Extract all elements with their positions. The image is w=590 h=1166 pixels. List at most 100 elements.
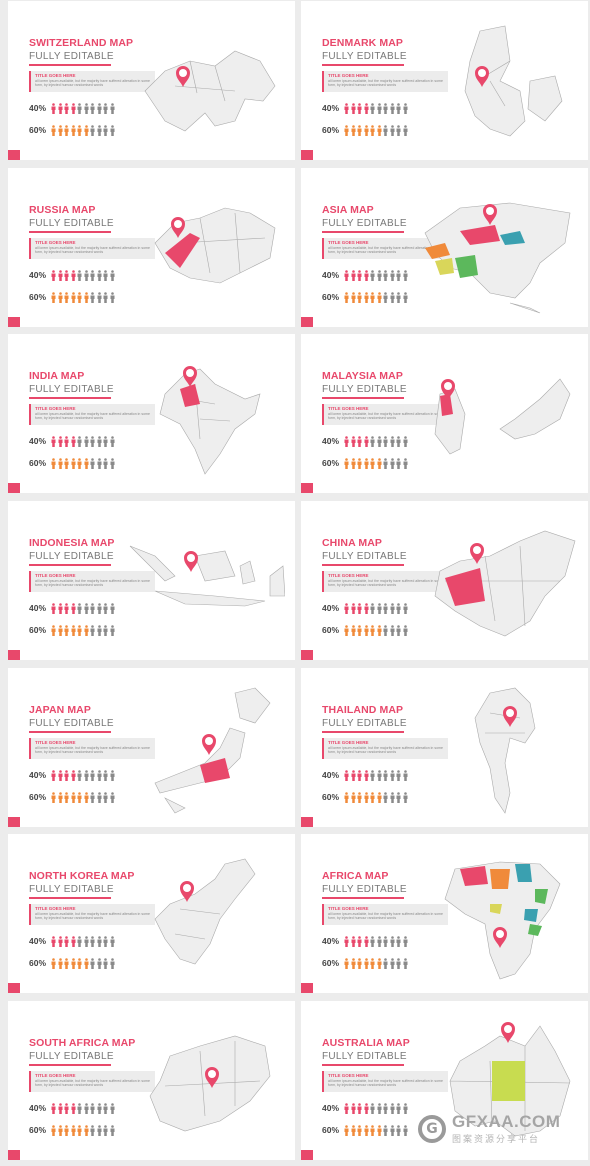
person-icon (90, 1102, 95, 1114)
person-icon (103, 769, 108, 781)
person-icon (377, 769, 381, 781)
note-body: all lorem ipsum available, but the major… (35, 246, 150, 255)
person-icon (377, 291, 381, 303)
note-box: TITLE GOES HERE all lorem ipsum available… (29, 238, 155, 259)
note-body: all lorem ipsum available, but the major… (328, 746, 443, 755)
person-icon (390, 935, 394, 947)
person-icon (97, 435, 101, 447)
note-body: all lorem ipsum available, but the major… (35, 746, 150, 755)
slide-denmark-map[interactable]: DENMARK MAP FULLY EDITABLE TITLE GOES HERE… (301, 1, 588, 160)
slide-subtitle: FULLY EDITABLE (29, 218, 114, 229)
indonesia-map-icon (129, 545, 285, 607)
person-icon (390, 769, 394, 781)
person-icon (103, 1102, 108, 1114)
stat-row-1: 40% (29, 269, 115, 281)
note-box: TITLE GOES HERE all lorem ipsum available… (29, 571, 155, 592)
person-icon (370, 102, 375, 114)
person-icon (51, 102, 56, 114)
person-icon (84, 1124, 88, 1136)
note-title: TITLE GOES HERE (35, 573, 76, 578)
slide-indonesia-map[interactable]: INDONESIA MAP FULLY EDITABLE TITLE GOES HE… (8, 501, 295, 660)
slide-south-africa-map[interactable]: SOUTH AFRICA MAP FULLY EDITABLE TITLE GOES… (8, 1001, 295, 1160)
person-icon (71, 602, 75, 614)
person-icon (370, 124, 375, 136)
person-icon (103, 1124, 108, 1136)
slide-switzerland-map[interactable]: SWITZERLAND MAP FULLY EDITABLE TITLE GOES … (8, 1, 295, 160)
person-icon (90, 435, 95, 447)
person-icon (396, 769, 401, 781)
title-underline (322, 64, 404, 66)
person-icon (97, 124, 101, 136)
person-icon (357, 957, 362, 969)
slide-africa-map[interactable]: AFRICA MAP FULLY EDITABLE TITLE GOES HERE a… (301, 834, 588, 993)
slide-subtitle: FULLY EDITABLE (29, 718, 114, 729)
title-underline (322, 1064, 404, 1066)
person-icon (110, 769, 114, 781)
slide-china-map[interactable]: CHINA MAP FULLY EDITABLE TITLE GOES HERE al… (301, 501, 588, 660)
slide-japan-map[interactable]: JAPAN MAP FULLY EDITABLE TITLE GOES HERE al… (8, 668, 295, 827)
person-icon (370, 1124, 375, 1136)
stat-row-1: 40% (322, 102, 408, 114)
person-icon (383, 269, 388, 281)
stat-row-2: 60% (322, 624, 408, 636)
person-icon (351, 624, 355, 636)
slide-malaysia-map[interactable]: MALAYSIA MAP FULLY EDITABLE TITLE GOES HER… (301, 334, 588, 493)
location-pin-icon (475, 66, 489, 87)
slide-north-korea-map[interactable]: NORTH KOREA MAP FULLY EDITABLE TITLE GOES … (8, 834, 295, 993)
stat-percentage: 60% (29, 1125, 47, 1135)
person-icon (403, 291, 407, 303)
malaysia-map-icon (434, 378, 571, 455)
person-icon (351, 1124, 355, 1136)
person-icon (97, 1102, 101, 1114)
person-icon (58, 957, 62, 969)
slide-title: INDIA MAP (29, 370, 85, 382)
person-icon (390, 791, 394, 803)
slide-thailand-map[interactable]: THAILAND MAP FULLY EDITABLE TITLE GOES HER… (301, 668, 588, 827)
person-icon (110, 935, 114, 947)
slide-subtitle: FULLY EDITABLE (29, 884, 114, 895)
note-box: TITLE GOES HERE all lorem ipsum available… (322, 904, 448, 925)
person-icon (370, 769, 375, 781)
person-icon (370, 291, 375, 303)
note-title: TITLE GOES HERE (35, 740, 76, 745)
person-icon (357, 124, 362, 136)
stat-row-2: 60% (29, 124, 115, 136)
watermark: G GFXAA.COM 图案资源分享平台 (418, 1112, 560, 1145)
person-icon (90, 124, 95, 136)
people-icons (344, 1102, 408, 1114)
title-underline (29, 397, 111, 399)
slide-number-badge (8, 983, 20, 993)
people-icons (344, 935, 408, 947)
person-icon (71, 935, 75, 947)
person-icon (344, 957, 349, 969)
person-icon (403, 624, 407, 636)
stat-row-1: 40% (322, 769, 408, 781)
person-icon (64, 624, 69, 636)
slide-australia-map[interactable]: AUSTRALIA MAP FULLY EDITABLE TITLE GOES HE… (301, 1001, 588, 1160)
person-icon (364, 624, 368, 636)
note-box: TITLE GOES HERE all lorem ipsum available… (322, 738, 448, 759)
person-icon (351, 435, 355, 447)
person-icon (390, 1102, 394, 1114)
person-icon (97, 769, 101, 781)
slide-india-map[interactable]: INDIA MAP FULLY EDITABLE TITLE GOES HERE al… (8, 334, 295, 493)
title-underline (322, 231, 404, 233)
person-icon (344, 624, 349, 636)
people-icons (51, 935, 115, 947)
stat-row-2: 60% (29, 291, 115, 303)
person-icon (90, 269, 95, 281)
stat-percentage: 60% (29, 292, 47, 302)
slide-asia-map[interactable]: ASIA MAP FULLY EDITABLE TITLE GOES HERE all… (301, 168, 588, 327)
people-icons (51, 1124, 115, 1136)
person-icon (357, 457, 362, 469)
people-icons (51, 957, 115, 969)
person-icon (351, 102, 355, 114)
person-icon (370, 957, 375, 969)
people-icons (51, 102, 115, 114)
person-icon (51, 935, 56, 947)
person-icon (351, 769, 355, 781)
stat-row-2: 60% (29, 957, 115, 969)
slide-russia-map[interactable]: RUSSIA MAP FULLY EDITABLE TITLE GOES HERE a… (8, 168, 295, 327)
person-icon (97, 291, 101, 303)
person-icon (64, 957, 69, 969)
